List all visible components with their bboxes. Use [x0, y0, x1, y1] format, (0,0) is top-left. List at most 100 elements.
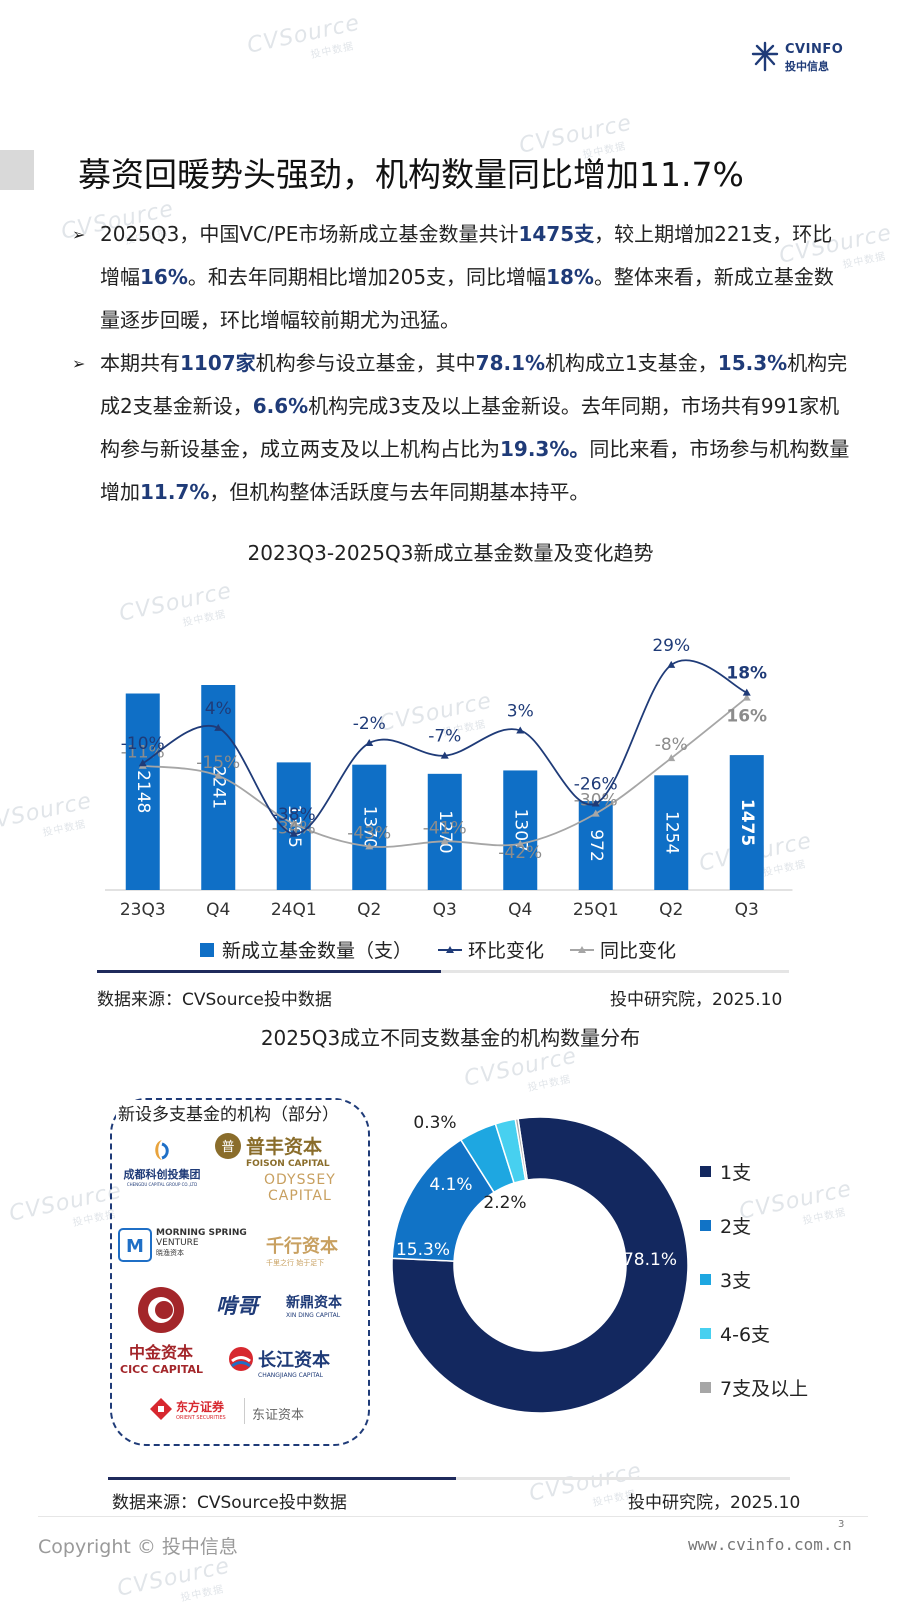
x-tick-label: 25Q1: [573, 900, 619, 920]
line-point: [440, 837, 449, 845]
legend-swatch: [700, 1328, 711, 1339]
chengdu-logo-icon: [155, 1140, 169, 1160]
body-text: 2025Q3，中国VC/PE市场新成立基金数量共计: [100, 222, 519, 246]
legend-item-qoq: 环比变化: [438, 936, 544, 963]
highlight-text: 19.3%。: [500, 437, 590, 461]
slice-label: 2.2%: [483, 1193, 526, 1213]
line-data-label: 18%: [726, 664, 767, 684]
legend-swatch: [700, 1166, 711, 1177]
body-text: 机构参与设立基金，其中: [255, 351, 476, 375]
chart-source: 数据来源：CVSource投中数据: [112, 1493, 347, 1513]
line-point: [214, 771, 223, 779]
bar-value-label: 1270: [435, 810, 455, 853]
highlight-text: 11.7%: [140, 480, 210, 504]
line-data-label: 4%: [205, 699, 232, 719]
bar: [352, 764, 387, 890]
bar-value-label: 2148: [133, 770, 153, 813]
combo-legend: 新成立基金数量（支） 环比变化 同比变化: [200, 936, 676, 963]
legend-item: 1支: [700, 1158, 808, 1185]
donut-chart-title: 2025Q3成立不同支数基金的机构数量分布: [260, 1026, 641, 1050]
legend-item-yoy: 同比变化: [570, 936, 676, 963]
logo-foison: 普 普丰资本 FOISON CAPITAL: [214, 1132, 330, 1169]
highlight-text: 15.3%: [717, 351, 788, 375]
donut-slice: [391, 1116, 689, 1414]
body-text: 机构成立1支基金，: [545, 351, 718, 375]
logo-chengdu: 成都科创投集团 CHENGDU CAPITAL GROUP CO.,LTD: [122, 1138, 202, 1187]
body-text: 同比来看，市场参与机构数量增加: [100, 437, 850, 504]
legend-item: 2支: [700, 1212, 808, 1239]
line-data-label: 16%: [726, 707, 767, 727]
line-data-label: -41%: [423, 818, 467, 838]
legend-label: 同比变化: [600, 940, 677, 962]
cvinfo-logo-icon: [751, 41, 779, 72]
legend-line-marker-icon: [570, 945, 595, 953]
bar-value-label: 1475: [737, 799, 757, 846]
logo-panel-title: 新设多支基金的机构（部分）: [116, 1100, 341, 1125]
highlight-text: 78.1%: [475, 351, 546, 375]
line-data-label: -42%: [498, 843, 542, 863]
legend-label: 3支: [720, 1270, 752, 1292]
x-tick-label: Q4: [508, 900, 532, 920]
page-title: 募资回暖势头强劲，机构数量同比增加11.7%: [78, 155, 744, 194]
logo-orient: 东方证券 ORIENT SECURITIES: [150, 1398, 226, 1421]
slice-label: 0.3%: [413, 1113, 456, 1133]
slice-label: 15.3%: [396, 1240, 450, 1260]
x-tick-label: 23Q3: [120, 900, 166, 920]
line-data-label: -38%: [272, 805, 316, 825]
line-point: [289, 829, 298, 837]
legend-item: 7支及以上: [700, 1374, 808, 1401]
bullet-item: ➢ 本期共有1107家机构参与设立基金，其中78.1%机构成立1支基金，15.3…: [72, 342, 852, 514]
legend-item: 4-6支: [700, 1320, 808, 1347]
bar-value-label: 1307: [510, 809, 530, 852]
chart-credit: 投中研究院，2025.10: [610, 990, 783, 1010]
donut-slice: [514, 1117, 529, 1182]
highlight-text: 6.6%: [252, 394, 309, 418]
legend-label: 2支: [720, 1216, 752, 1238]
logo-odyssey: ODYSSEY CAPITAL: [264, 1172, 336, 1204]
legend-swatch: [700, 1220, 711, 1231]
logo-changjiang: 长江资本 CHANGJIANG CAPITAL: [228, 1346, 330, 1379]
line-point: [516, 839, 525, 847]
highlight-text: 18%: [546, 265, 594, 289]
highlight-text: 16%: [140, 265, 188, 289]
bar-value-label: 2241: [208, 766, 228, 809]
line-point: [214, 723, 223, 731]
slice-label: 78.1%: [623, 1250, 677, 1270]
bar: [201, 685, 236, 890]
line-data-label: -11%: [121, 743, 165, 763]
brand-name-cn: 投中信息: [785, 60, 829, 73]
legend-label: 4-6支: [720, 1324, 771, 1346]
logo-morning-spring: M MORNING SPRING VENTURE 晓渔资本: [118, 1228, 247, 1262]
brand-name: CVINFO: [785, 42, 844, 57]
line-data-label: 3%: [507, 701, 534, 721]
body-text: 本期共有: [100, 351, 180, 375]
line-data-label: 29%: [652, 636, 690, 656]
logo-dongzheng: 东证资本: [252, 1408, 305, 1423]
line-point: [667, 754, 676, 762]
footer-divider: [38, 1516, 868, 1517]
footer-url[interactable]: www.cvinfo.com.cn: [688, 1535, 852, 1554]
bar-value-label: 972: [586, 829, 606, 861]
logo-separator: [244, 1398, 245, 1424]
body-text: 。整体来看，新成立基金数量逐步回暖，环比增幅较前期尤为迅猛。: [100, 265, 834, 332]
chart-source: 数据来源：CVSource投中数据: [97, 990, 332, 1010]
combo-chart-title: 2023Q3-2025Q3新成立基金数量及变化趋势: [247, 541, 654, 565]
body-text: ，较上期增加221支，环比增幅: [100, 222, 833, 289]
body-text: 。和去年同期相比增加205支，同比增幅: [187, 265, 547, 289]
changjiang-logo-icon: [229, 1347, 253, 1371]
logo-kenge: 啃哥: [216, 1294, 258, 1318]
divider: [108, 1477, 456, 1480]
bullet-text: 本期共有1107家机构参与设立基金，其中78.1%机构成立1支基金，15.3%机…: [100, 351, 849, 504]
x-tick-label: Q2: [357, 900, 381, 920]
body-text: ，但机构整体活跃度与去年同期基本持平。: [209, 480, 590, 504]
line-data-label: -15%: [196, 753, 240, 773]
bullet-item: ➢ 2025Q3，中国VC/PE市场新成立基金数量共计1475支，较上期增加22…: [72, 213, 852, 342]
svg-text:普: 普: [221, 1140, 234, 1155]
line-point: [742, 688, 751, 696]
x-tick-label: Q2: [659, 900, 683, 920]
divider: [97, 970, 441, 973]
logo-cicc: 中金资本 CICC CAPITAL: [120, 1285, 203, 1376]
legend-swatch-bar: [200, 942, 214, 957]
